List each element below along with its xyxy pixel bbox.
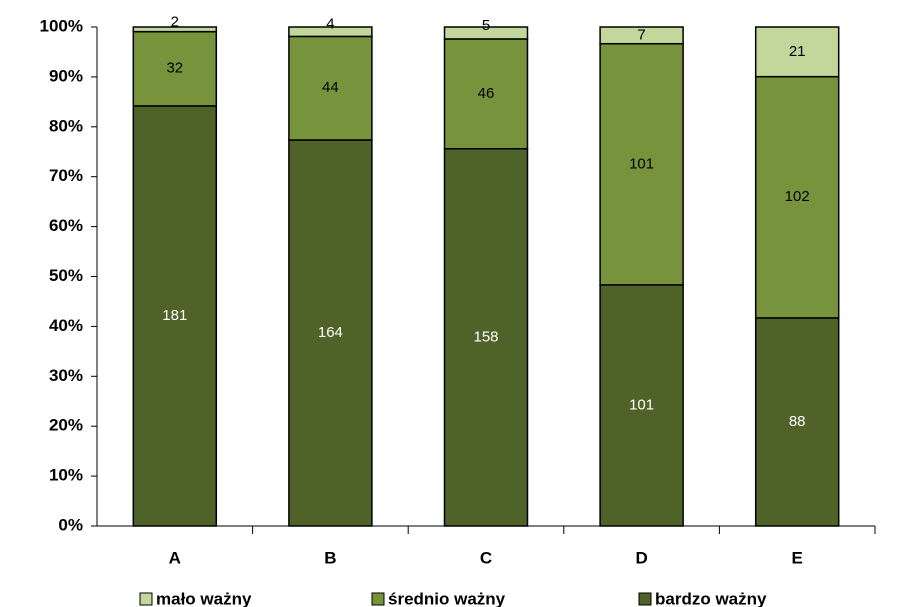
y-tick-label: 90% <box>49 66 83 85</box>
legend-label: średnio ważny <box>388 589 506 607</box>
data-label: 32 <box>166 60 183 77</box>
data-label: 101 <box>629 155 654 172</box>
bar-segment <box>754 317 840 527</box>
legend-label: mało ważny <box>156 589 252 607</box>
y-tick-label: 70% <box>49 166 83 185</box>
bar-segment <box>132 105 218 527</box>
bar-segment <box>599 284 684 527</box>
x-tick-label: E <box>792 548 803 567</box>
legend-swatch <box>139 592 153 606</box>
data-label: 102 <box>785 188 810 205</box>
data-label: 44 <box>322 79 339 96</box>
data-label: 101 <box>629 396 654 413</box>
bar-segment <box>288 26 373 38</box>
y-tick-label: 30% <box>49 366 83 385</box>
data-label: 88 <box>789 413 806 430</box>
x-tick-label: C <box>480 548 492 567</box>
y-tick-label: 60% <box>49 216 83 235</box>
data-label: 4 <box>326 16 334 33</box>
bar-segment <box>288 139 373 527</box>
bar-segment <box>443 26 529 40</box>
legend-label: bardzo ważny <box>655 589 767 607</box>
data-label: 181 <box>162 307 187 324</box>
bar-segment <box>599 42 684 286</box>
legend-swatch <box>371 592 385 606</box>
data-label: 5 <box>482 17 490 34</box>
y-tick-label: 100% <box>40 16 83 35</box>
legend-swatch <box>638 592 652 606</box>
x-tick-label: B <box>324 548 336 567</box>
bar-segment <box>443 38 529 150</box>
x-tick-label: A <box>169 548 181 567</box>
data-label: 7 <box>637 26 645 43</box>
y-tick-label: 10% <box>49 466 83 485</box>
data-label: 164 <box>318 324 343 341</box>
data-label: 2 <box>171 13 179 30</box>
x-tick-label: D <box>635 548 647 567</box>
bar-segment <box>599 26 684 45</box>
y-tick-label: 0% <box>58 515 83 534</box>
bar-segment <box>288 35 373 141</box>
bar-segment <box>754 75 840 319</box>
data-label: 158 <box>473 328 498 345</box>
y-tick-label: 80% <box>49 116 83 135</box>
y-tick-label: 40% <box>49 316 83 335</box>
data-label: 21 <box>789 43 806 60</box>
bar-segment <box>132 26 218 33</box>
data-label: 46 <box>478 85 495 102</box>
bar-segment <box>754 26 840 78</box>
y-tick-label: 20% <box>49 416 83 435</box>
y-tick-label: 50% <box>49 266 83 285</box>
